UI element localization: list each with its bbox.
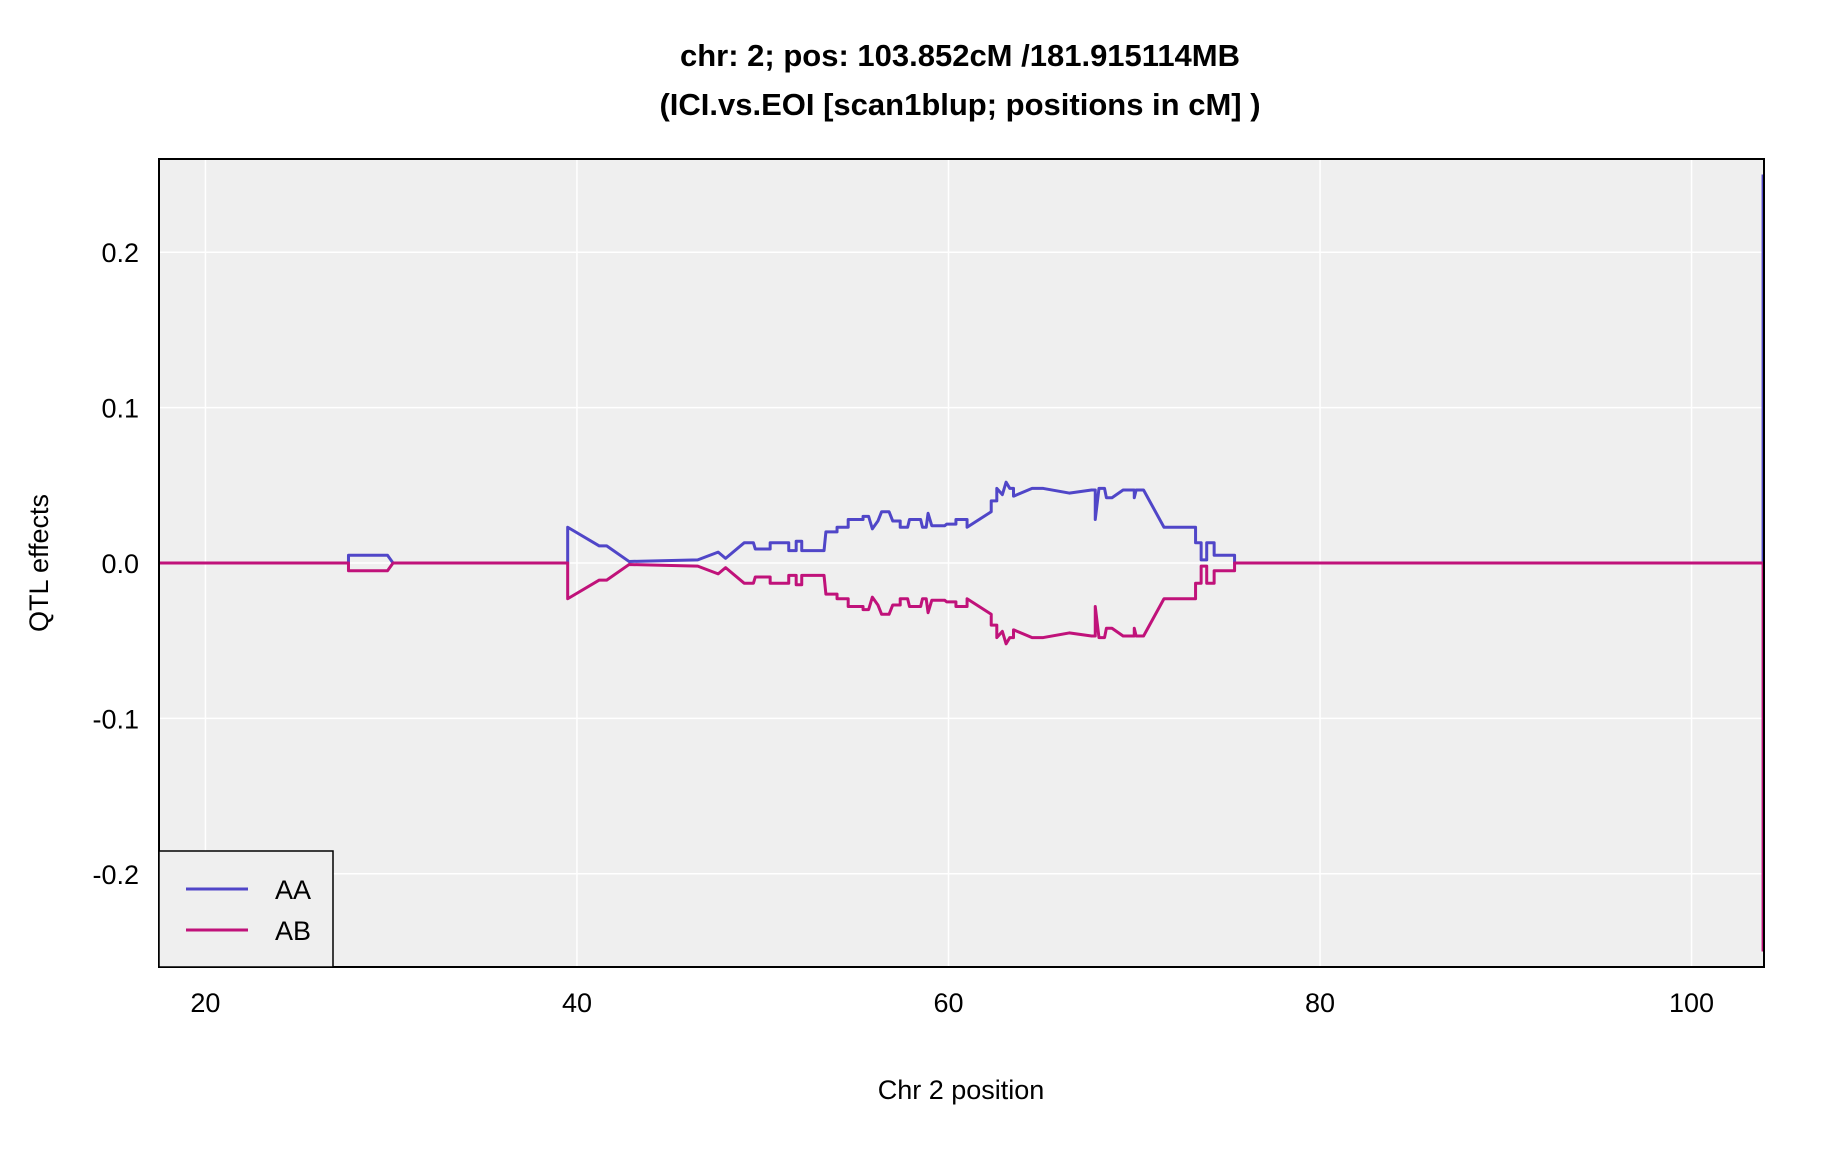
legend: AA AB <box>158 850 334 968</box>
y-tick-label: -0.2 <box>92 860 139 890</box>
legend-label-aa: AA <box>275 875 311 905</box>
y-tick-label: 0.1 <box>101 394 139 424</box>
x-tick-label: 100 <box>1669 988 1714 1018</box>
series-lines <box>159 174 1765 952</box>
x-tick-label: 20 <box>190 988 220 1018</box>
series-line-ab <box>159 561 1765 952</box>
legend-label-ab: AB <box>275 916 311 946</box>
x-tick-label: 60 <box>933 988 963 1018</box>
y-axis-ticks: -0.2 -0.1 0.0 0.1 0.2 <box>92 238 139 890</box>
legend-box <box>158 850 334 968</box>
chart-subtitle: (ICI.vs.EOI [scan1blup; positions in cM]… <box>659 87 1260 122</box>
x-axis-label: Chr 2 position <box>878 1075 1045 1105</box>
chart-title: chr: 2; pos: 103.852cM /181.915114MB <box>680 38 1240 73</box>
y-tick-label: 0.2 <box>101 238 139 268</box>
x-tick-label: 80 <box>1305 988 1335 1018</box>
x-tick-label: 40 <box>562 988 592 1018</box>
series-line-aa <box>159 174 1765 565</box>
y-tick-label: 0.0 <box>101 549 139 579</box>
y-axis-label: QTL effects <box>24 494 54 632</box>
x-axis-ticks: 20 40 60 80 100 <box>190 988 1714 1018</box>
plot-frame <box>158 158 1765 968</box>
y-tick-label: -0.1 <box>92 704 139 734</box>
